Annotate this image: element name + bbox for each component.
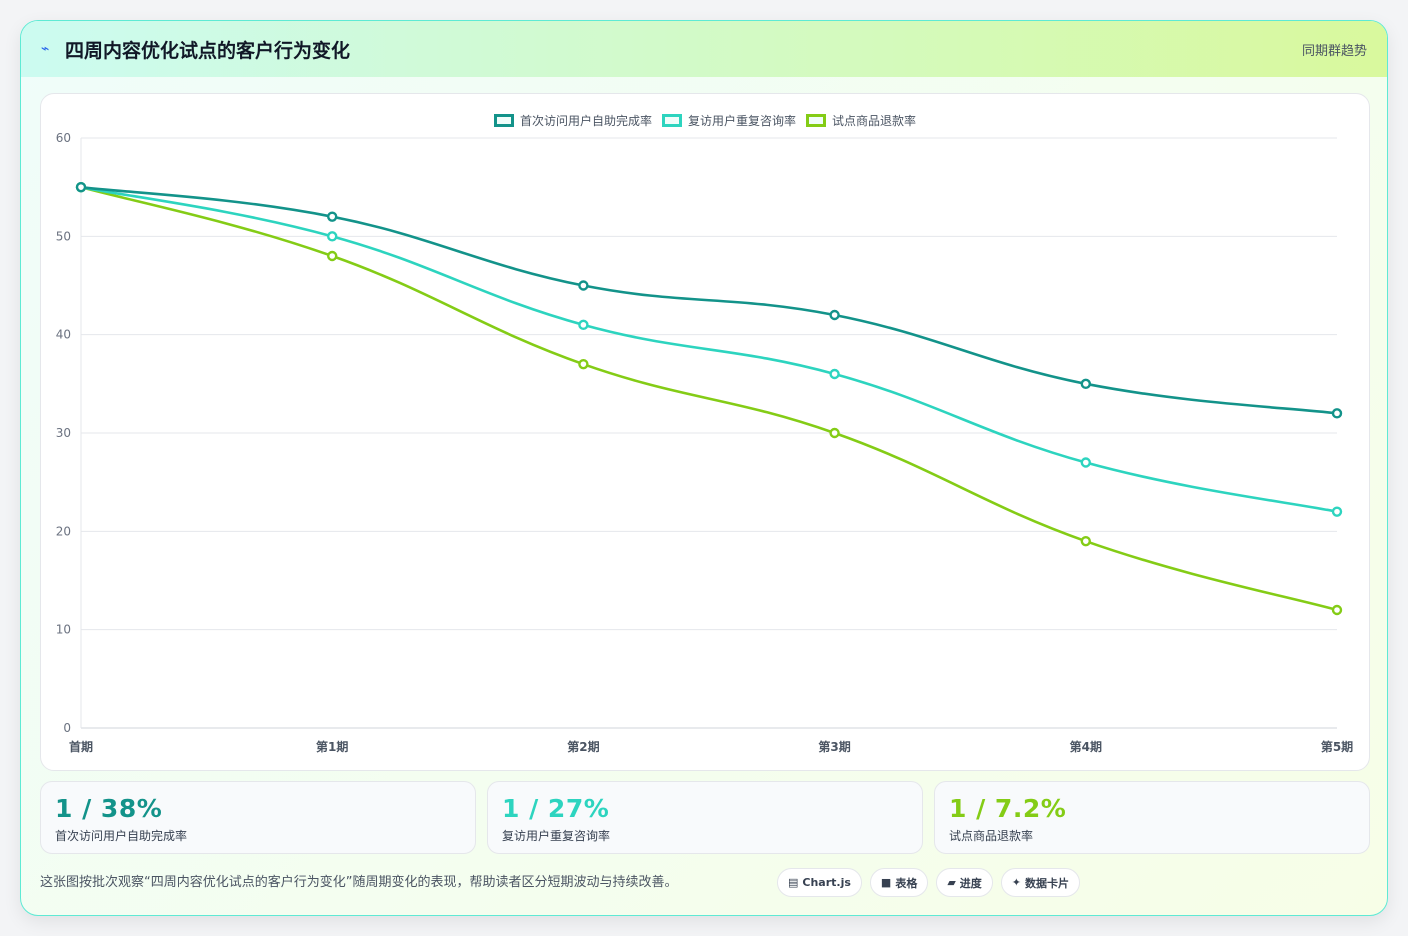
x-tick-label: 第4期: [1070, 739, 1102, 754]
data-point-series-1: [578, 280, 589, 291]
data-point-series-3: [1080, 535, 1092, 547]
data-point-series-3: [327, 250, 338, 262]
chip-group: ▤ Chart.js ■ 表格 ▰ 进度 ✦ 数据卡片: [777, 868, 1081, 897]
stat-value-3: 1 / 7.2%: [949, 794, 1067, 823]
data-point-series-1: [75, 181, 87, 193]
chip-label: 进度: [959, 876, 982, 890]
legend-item-1[interactable]: 首次访问用户自助完成率: [493, 112, 652, 129]
stat-value-2: 1 / 27%: [502, 794, 610, 823]
legend-swatch-2: [661, 114, 682, 127]
x-tick-label: 第1期: [316, 739, 348, 754]
legend-swatch-3: [806, 114, 826, 127]
stat-card-3: 1 / 7.2% 试点商品退款率: [934, 781, 1370, 854]
footer: 这张图按批次观察“四周内容优化试点的客户行为变化”随周期变化的表现，帮助读者区分…: [40, 867, 1370, 901]
chip-label: Chart.js: [802, 876, 851, 889]
footer-description: 这张图按批次观察“四周内容优化试点的客户行为变化”随周期变化的表现，帮助读者区分…: [40, 875, 678, 890]
y-tick-label: 30: [56, 426, 71, 440]
x-tick-label: 第5期: [1321, 739, 1353, 754]
title-wrap: ⌁ 四周内容优化试点的客户行为变化: [41, 36, 350, 63]
chart-legend: 首次访问用户自助完成率 复访用户重复咨询率 试点商品退款率: [41, 112, 1369, 129]
chip-progress[interactable]: ▰ 进度: [936, 868, 993, 897]
chip-label: 表格: [895, 876, 918, 890]
chart-icon: ▤: [788, 876, 799, 889]
legend-label-1: 首次访问用户自助完成率: [519, 114, 652, 128]
stat-label-2: 复访用户重复咨询率: [502, 829, 611, 843]
stat-value-1: 1 / 38%: [55, 794, 163, 823]
lightning-icon: ⌁: [41, 41, 50, 57]
data-point-series-2: [327, 231, 338, 242]
legend-swatch-1: [493, 114, 514, 127]
progress-icon: ▰: [947, 876, 956, 889]
x-tick-label: 第2期: [567, 739, 599, 754]
legend-item-2[interactable]: 复访用户重复咨询率: [661, 112, 796, 129]
series-line-1: [80, 185, 1338, 415]
sparkle-icon: ✦: [1011, 876, 1022, 889]
data-point-series-1: [1331, 408, 1343, 419]
data-point-series-2: [1080, 457, 1092, 468]
legend-label-3: 试点商品退款率: [832, 114, 917, 128]
stat-card-1: 1 / 38% 首次访问用户自助完成率: [40, 781, 476, 854]
card-header: ⌁ 四周内容优化试点的客户行为变化 同期群趋势: [21, 21, 1387, 77]
stat-card-2: 1 / 27% 复访用户重复咨询率: [487, 781, 923, 854]
legend-item-3[interactable]: 试点商品退款率: [806, 112, 916, 129]
stat-label-3: 试点商品退款率: [949, 829, 1034, 843]
chip-label: 数据卡片: [1025, 876, 1070, 890]
data-point-series-2: [1331, 506, 1343, 517]
series-line-3: [80, 185, 1338, 612]
data-point-series-2: [829, 368, 840, 380]
data-point-series-2: [578, 319, 589, 331]
x-tick-label: 第3期: [818, 739, 850, 754]
data-point-series-3: [1331, 604, 1343, 616]
y-tick-label: 10: [56, 623, 71, 637]
chip-data-card[interactable]: ✦ 数据卡片: [1000, 868, 1081, 897]
data-point-series-3: [829, 427, 840, 439]
page-title: 四周内容优化试点的客户行为变化: [65, 39, 351, 62]
stat-row: 1 / 38% 首次访问用户自助完成率 1 / 27% 复访用户重复咨询率 1 …: [40, 781, 1370, 854]
chart-card: ⌁ 四周内容优化试点的客户行为变化 同期群趋势 首次访问用户自助完成率 复访用户…: [20, 20, 1388, 916]
data-point-series-1: [327, 211, 338, 222]
chart-area: 首次访问用户自助完成率 复访用户重复咨询率 试点商品退款率 0 10 20 30 40 5…: [40, 93, 1370, 771]
x-tick-label: 首期: [69, 739, 93, 754]
data-point-series-1: [1080, 378, 1092, 390]
line-chart: 0 10 20 30 40 50 60 首期 第1期 第2期 第3期 第4期 第5期: [56, 131, 1353, 754]
series-line-2: [80, 185, 1338, 513]
y-tick-label: 40: [56, 328, 71, 342]
data-point-series-3: [578, 358, 589, 370]
data-point-series-1: [829, 309, 840, 321]
y-tick-label: 60: [56, 131, 71, 145]
chip-table[interactable]: ■ 表格: [869, 868, 929, 897]
stat-label-1: 首次访问用户自助完成率: [55, 829, 188, 843]
y-tick-label: 20: [56, 524, 71, 538]
y-tick-label: 0: [63, 721, 71, 735]
y-tick-label: 50: [56, 229, 71, 243]
chip-chartjs[interactable]: ▤ Chart.js: [777, 868, 862, 897]
table-icon: ■: [880, 876, 892, 889]
header-tag: 同期群趋势: [1301, 43, 1367, 59]
legend-label-2: 复访用户重复咨询率: [687, 114, 796, 128]
